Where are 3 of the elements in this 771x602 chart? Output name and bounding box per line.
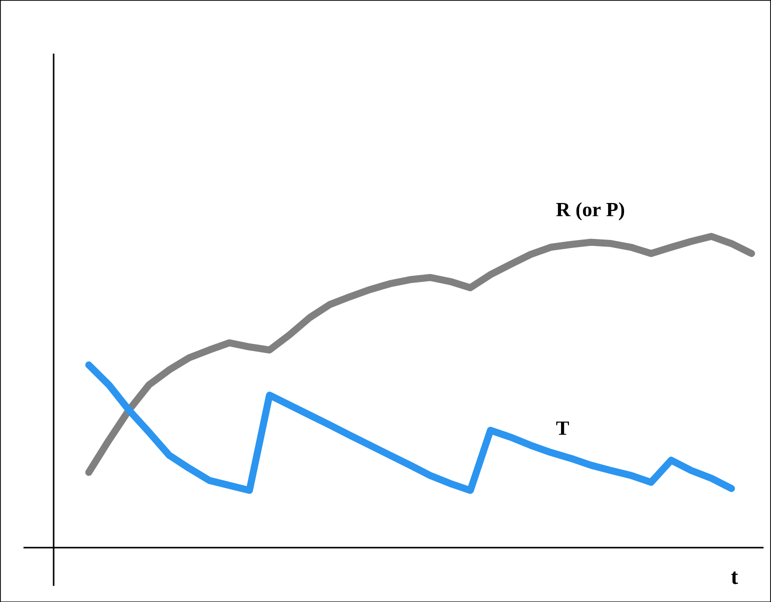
- series-label: T: [556, 421, 569, 435]
- x-axis-title: t: [731, 571, 738, 584]
- series-label: R (or P): [556, 202, 624, 220]
